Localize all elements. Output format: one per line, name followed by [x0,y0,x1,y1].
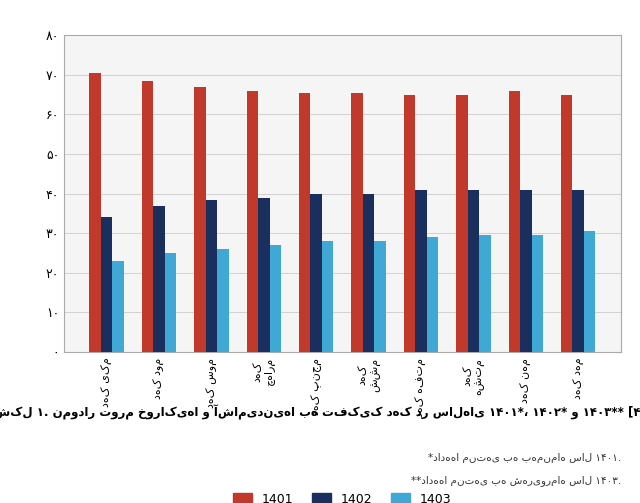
Bar [584,231,595,352]
Bar [374,241,386,352]
Text: *داده‌ها منتهی به بهمن‌ماه سال ۱۴۰۱.: *داده‌ها منتهی به بهمن‌ماه سال ۱۴۰۱. [428,453,621,463]
Bar [404,95,415,352]
Bar [258,198,269,352]
Bar [322,241,333,352]
Bar [194,87,205,352]
Bar [299,93,310,352]
Bar [572,190,584,352]
Bar [363,194,374,352]
Bar [479,235,491,352]
Legend: 1401, 1402, 1403: 1401, 1402, 1403 [228,487,457,503]
Bar [101,217,113,352]
Bar [90,73,101,352]
Bar [561,95,572,352]
Bar [164,253,176,352]
Bar [351,93,363,352]
Bar [468,190,479,352]
Bar [427,237,438,352]
Bar [246,91,258,352]
Bar [269,245,281,352]
Bar [217,249,228,352]
Bar [113,261,124,352]
Bar [532,235,543,352]
Bar [509,91,520,352]
Bar [310,194,322,352]
Text: **داده‌ها منتهی به شهریورماه سال ۱۴۰۳.: **داده‌ها منتهی به شهریورماه سال ۱۴۰۳. [410,475,621,486]
Bar [205,200,217,352]
Bar [456,95,468,352]
Bar [415,190,427,352]
Bar [141,81,153,352]
Bar [520,190,532,352]
Text: شکل ۱. نمودار تورم خوراکی‌ها و آشامیدنی‌ها به تفکیک دهک در سال‌های ۱۴۰۱*، ۱۴۰۲* : شکل ۱. نمودار تورم خوراکی‌ها و آشامیدنی‌… [0,405,640,420]
Bar [153,206,164,352]
